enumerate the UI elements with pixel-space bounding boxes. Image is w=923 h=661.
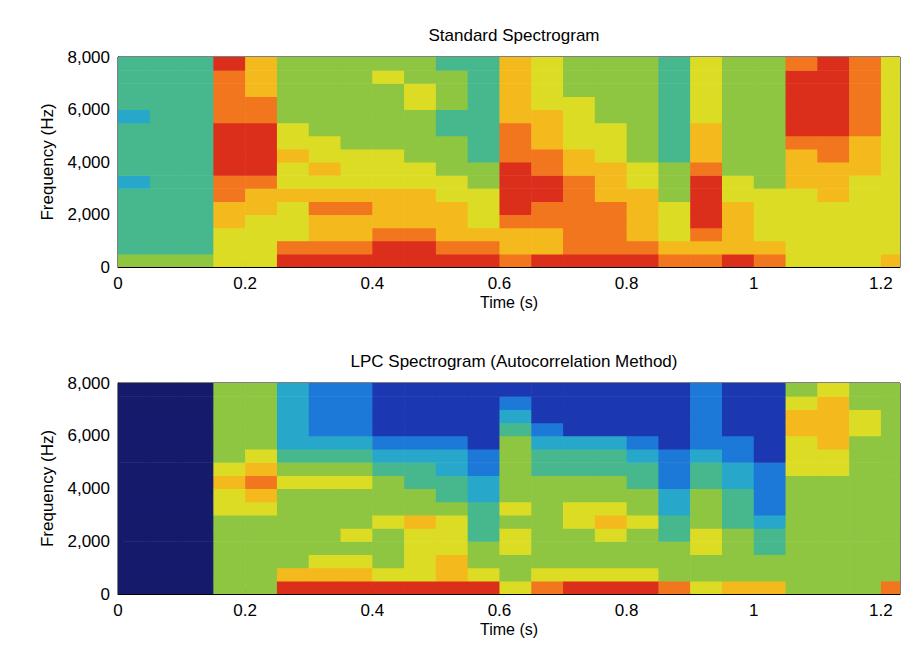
svg-text:2,000: 2,000 bbox=[67, 205, 110, 224]
svg-text:Frequency (Hz): Frequency (Hz) bbox=[38, 103, 57, 220]
svg-text:Time (s): Time (s) bbox=[480, 621, 538, 638]
svg-text:0: 0 bbox=[101, 258, 110, 277]
svg-text:0: 0 bbox=[113, 601, 122, 620]
svg-text:1.2: 1.2 bbox=[869, 601, 893, 620]
svg-text:Frequency (Hz): Frequency (Hz) bbox=[38, 430, 57, 547]
svg-text:1.2: 1.2 bbox=[869, 274, 893, 293]
svg-text:6,000: 6,000 bbox=[67, 426, 110, 445]
svg-text:0.8: 0.8 bbox=[615, 601, 639, 620]
svg-text:4,000: 4,000 bbox=[67, 479, 110, 498]
svg-text:2,000: 2,000 bbox=[67, 532, 110, 551]
svg-text:Standard Spectrogram: Standard Spectrogram bbox=[428, 26, 599, 45]
svg-text:1: 1 bbox=[749, 274, 758, 293]
svg-text:0.2: 0.2 bbox=[233, 274, 257, 293]
svg-text:8,000: 8,000 bbox=[67, 48, 110, 67]
svg-text:LPC Spectrogram (Autocorrelati: LPC Spectrogram (Autocorrelation Method) bbox=[351, 352, 678, 371]
svg-text:0.6: 0.6 bbox=[488, 601, 512, 620]
svg-text:0: 0 bbox=[113, 274, 122, 293]
svg-text:1: 1 bbox=[749, 601, 758, 620]
svg-text:0.4: 0.4 bbox=[360, 274, 384, 293]
svg-text:0: 0 bbox=[101, 585, 110, 604]
svg-text:0.8: 0.8 bbox=[615, 274, 639, 293]
svg-text:6,000: 6,000 bbox=[67, 100, 110, 119]
svg-text:0.4: 0.4 bbox=[360, 601, 384, 620]
svg-text:Time (s): Time (s) bbox=[480, 294, 538, 311]
svg-text:4,000: 4,000 bbox=[67, 153, 110, 172]
svg-text:0.6: 0.6 bbox=[488, 274, 512, 293]
svg-text:0.2: 0.2 bbox=[233, 601, 257, 620]
svg-text:8,000: 8,000 bbox=[67, 374, 110, 393]
